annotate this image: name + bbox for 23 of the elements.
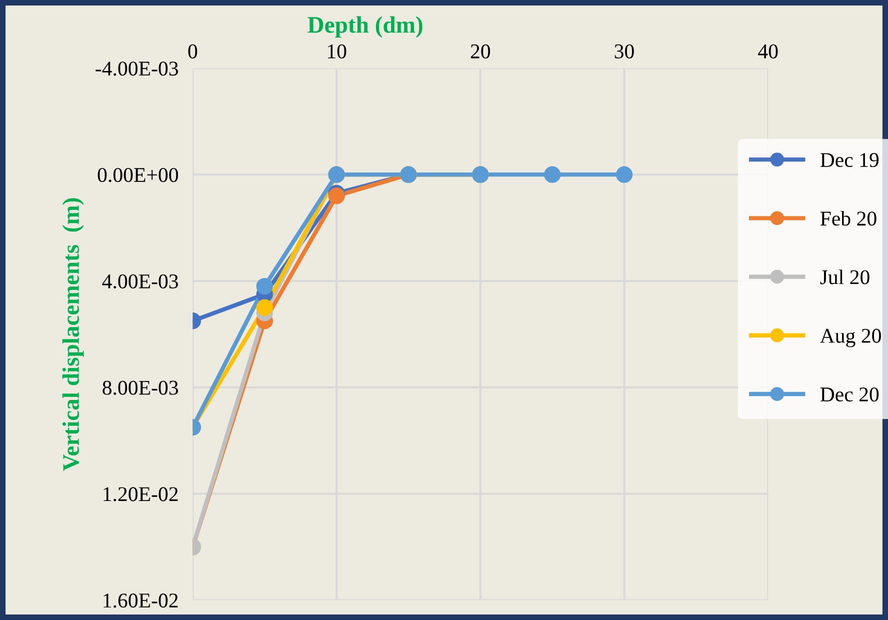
legend-label: Dec 19 bbox=[820, 153, 879, 168]
x-axis-title: Depth (dm) bbox=[308, 16, 422, 38]
x-tick-label: 10 bbox=[328, 44, 346, 58]
y-tick-label: 0.00E+00 bbox=[98, 168, 178, 182]
point bbox=[616, 166, 633, 183]
x-tick-label: 20 bbox=[470, 44, 490, 58]
point bbox=[544, 166, 561, 183]
legend-label: Jul 20 bbox=[820, 270, 870, 284]
point bbox=[256, 278, 273, 295]
legend-label: Feb 20 bbox=[820, 210, 876, 226]
y-tick-label: 1.60E-02 bbox=[104, 594, 178, 608]
point bbox=[328, 188, 345, 204]
y-tick-label: 4.00E-03 bbox=[102, 274, 178, 289]
x-tick-label: 30 bbox=[614, 44, 634, 58]
legend-label: Aug 20 bbox=[820, 328, 881, 348]
y-tick-label: 1.20E-02 bbox=[104, 487, 178, 502]
x-tick-label: 40 bbox=[758, 44, 778, 58]
point bbox=[256, 299, 273, 316]
x-tick-label: 0 bbox=[188, 44, 198, 58]
y-tick-label: 8.00E-03 bbox=[102, 380, 178, 395]
y-tick-label: -4.00E-03 bbox=[96, 62, 178, 76]
y-axis-title: Vertical displacements (m) bbox=[62, 198, 84, 471]
legend-label: Dec 20 bbox=[820, 387, 879, 402]
